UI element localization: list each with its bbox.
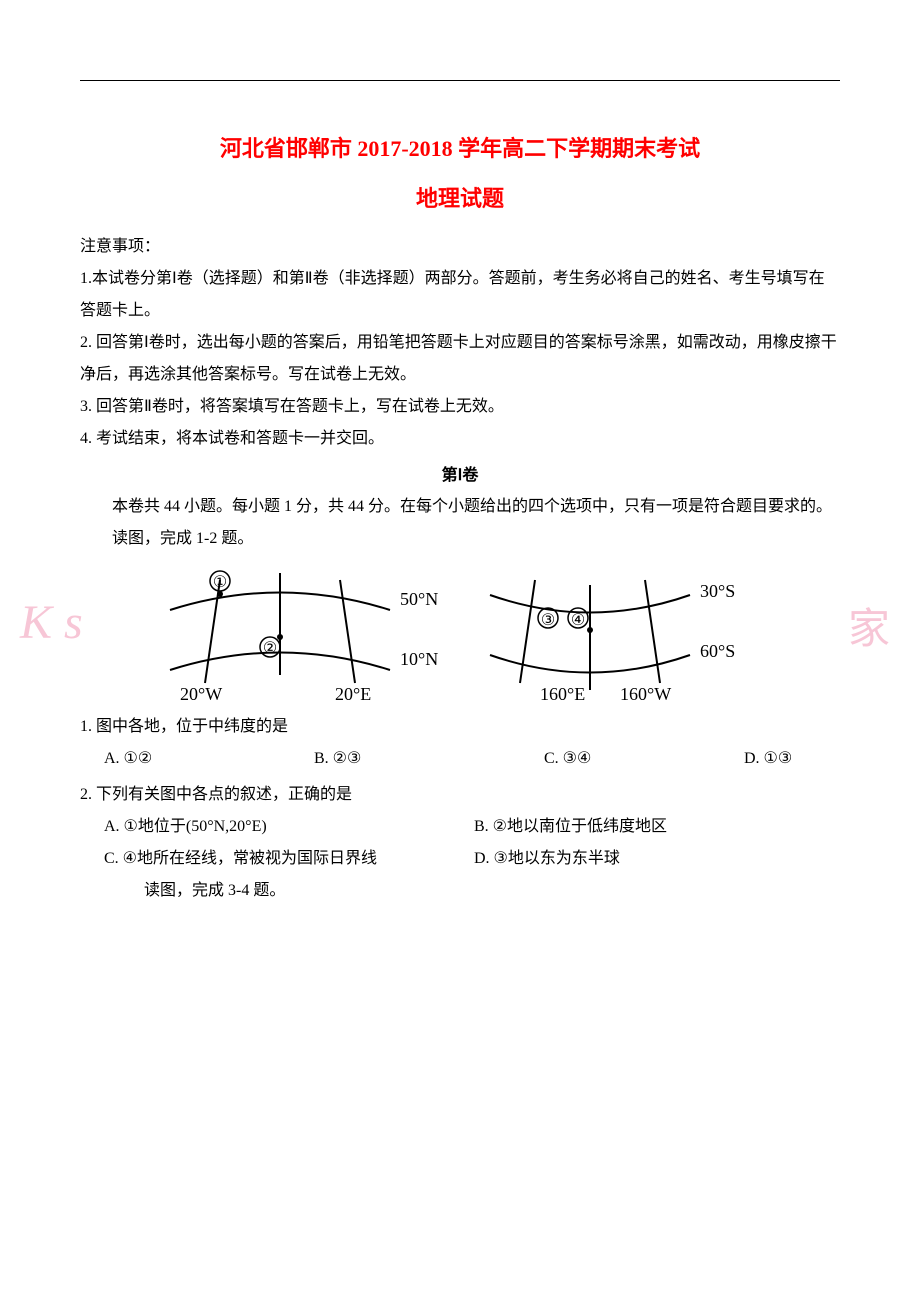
d1-lat-bot: 10°N [400,649,438,669]
d2-lon-right: 160°W [620,684,671,704]
point-4-label: ④ [571,612,585,629]
point-1-label: ① [213,574,227,591]
exam-page: 河北省邯郸市 2017-2018 学年高二下学期期末考试 地理试题 注意事项： … [0,0,920,1211]
part1-intro: 本卷共 44 小题。每小题 1 分，共 44 分。在每个小题给出的四个选项中，只… [80,491,840,523]
q2-option-c: C. ④地所在经线，常被视为国际日界线 [104,843,474,875]
d1-lon-right: 20°E [335,684,371,704]
notice-item-3: 3. 回答第Ⅱ卷时，将答案填写在答题卡上，写在试卷上无效。 [80,391,840,423]
notice-item-1: 1.本试卷分第Ⅰ卷（选择题）和第Ⅱ卷（非选择题）两部分。答题前，考生务必将自己的… [80,263,840,327]
question-2: 2. 下列有关图中各点的叙述，正确的是 A. ①地位于(50°N,20°E) B… [80,779,840,907]
d1-lon-left: 20°W [180,684,222,704]
q2-option-d: D. ③地以东为东半球 [474,843,840,875]
watermark-left: K s [20,595,83,650]
q2-option-b: B. ②地以南位于低纬度地区 [474,811,840,843]
q2-row-2: C. ④地所在经线，常被视为国际日界线 D. ③地以东为东半球 [104,843,840,875]
q1-stem: 1. 图中各地，位于中纬度的是 [80,711,840,743]
q1-option-b: B. ②③ [314,743,544,775]
q2-stem: 2. 下列有关图中各点的叙述，正确的是 [80,779,840,811]
point-3-label: ③ [541,612,555,629]
q1-options: A. ①② B. ②③ C. ③④ D. ①③ [104,743,840,775]
q2-option-a: A. ①地位于(50°N,20°E) [104,811,474,843]
q1-option-a: A. ①② [104,743,314,775]
figure-intro-1: 读图，完成 1-2 题。 [80,523,840,555]
d2-lat-bot: 60°S [700,641,735,661]
top-rule [80,80,840,81]
map-diagram-1: ① ② 50°N 10°N 20°W 20°E [150,565,450,705]
d1-lat-top: 50°N [400,589,438,609]
d2-lon-left: 160°E [540,684,585,704]
notice-heading: 注意事项： [80,231,840,263]
q1-option-d: D. ①③ [744,743,864,775]
q1-option-c: C. ③④ [544,743,744,775]
question-1: 1. 图中各地，位于中纬度的是 A. ①② B. ②③ C. ③④ D. ①③ [80,711,840,775]
figure-intro-2: 读图，完成 3-4 题。 [144,875,840,907]
d2-lat-top: 30°S [700,581,735,601]
watermark-right: 家 [848,595,890,656]
exam-title: 河北省邯郸市 2017-2018 学年高二下学期期末考试 [80,131,840,163]
notice-item-2: 2. 回答第Ⅰ卷时，选出每小题的答案后，用铅笔把答题卡上对应题目的答案标号涂黑，… [80,327,840,391]
exam-subtitle: 地理试题 [80,181,840,213]
diagram-row: K s ① ② 50°N 10°N 20°W 20°E [80,565,840,705]
map-diagram-2: ④ ③ 30°S 60°S 160°E 160°W [470,565,770,705]
q2-row-1: A. ①地位于(50°N,20°E) B. ②地以南位于低纬度地区 [104,811,840,843]
part1-heading: 第Ⅰ卷 [80,461,840,485]
notice-item-4: 4. 考试结束，将本试卷和答题卡一并交回。 [80,423,840,455]
point-2-label: ② [263,640,277,657]
